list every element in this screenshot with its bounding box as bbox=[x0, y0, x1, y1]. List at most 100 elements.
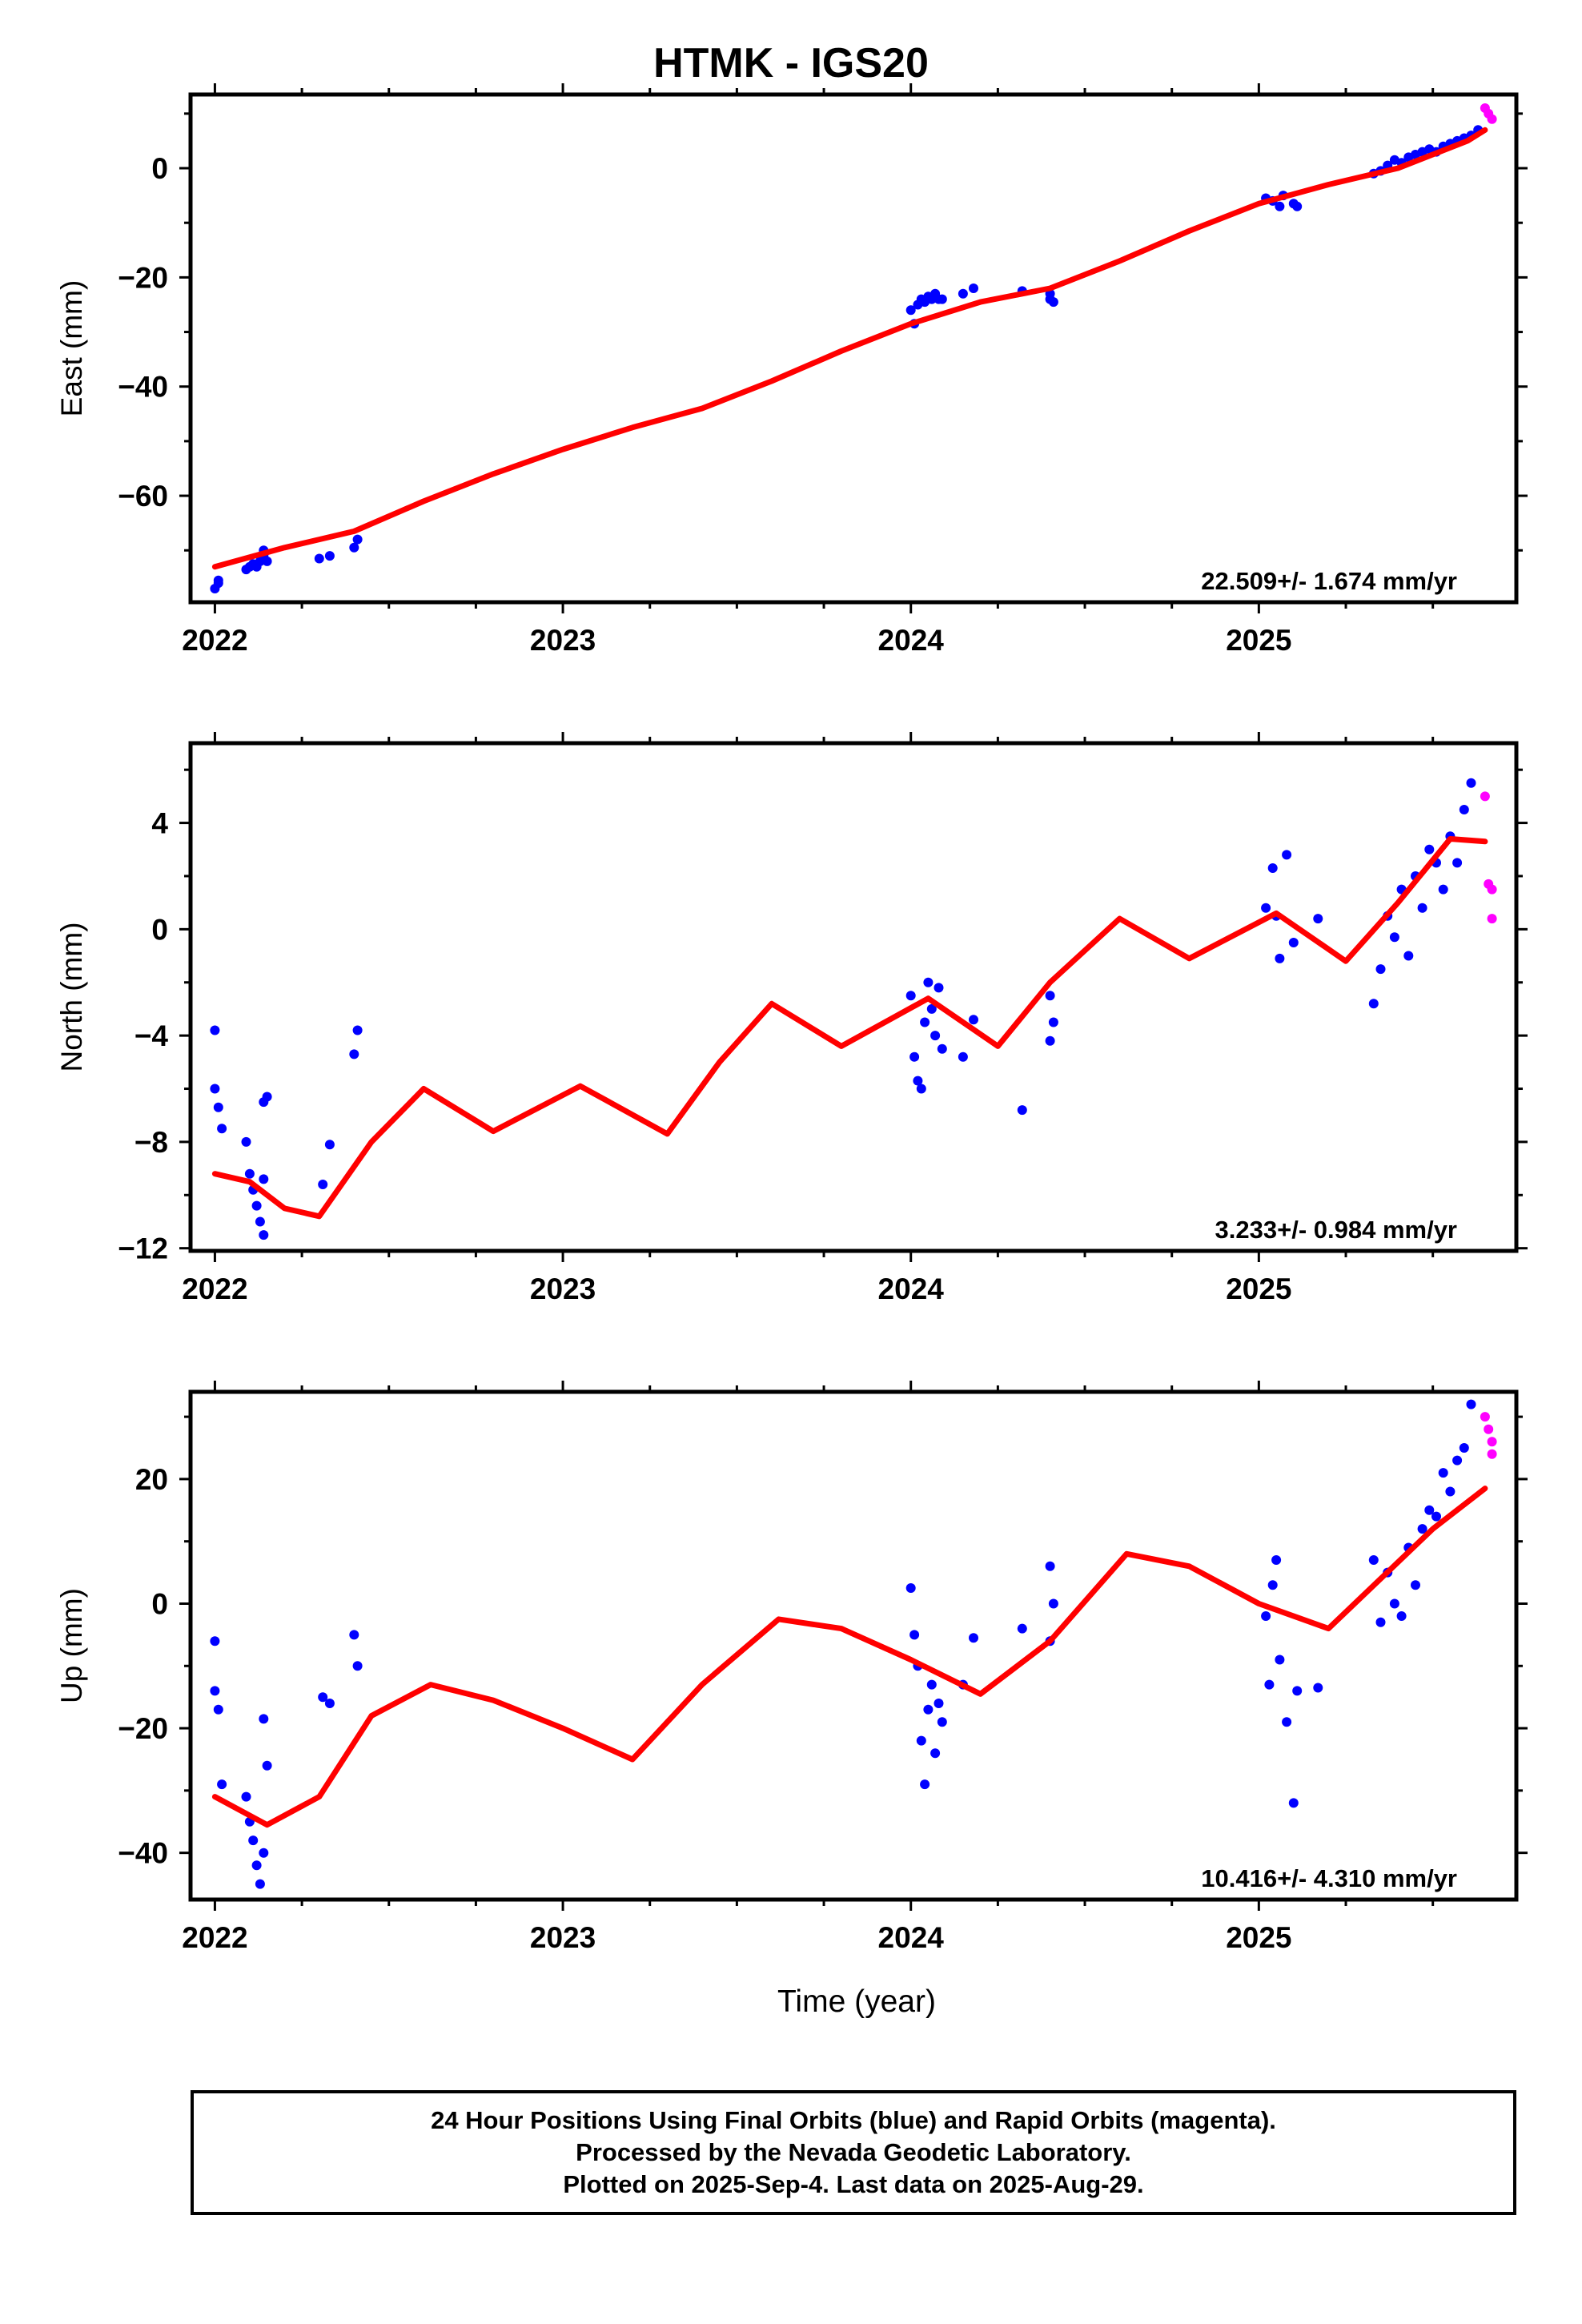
east-data-point bbox=[213, 575, 223, 585]
up-data-point bbox=[1417, 1524, 1427, 1534]
up-data-point bbox=[259, 1848, 269, 1858]
east-x-tick-label: 2023 bbox=[530, 624, 596, 657]
up-data-point bbox=[1045, 1561, 1055, 1571]
up-data-point bbox=[1282, 1717, 1292, 1727]
north-data-point bbox=[255, 1216, 265, 1227]
east-y-tick-label: −20 bbox=[118, 261, 168, 294]
caption-line-3: Plotted on 2025-Sep-4. Last data on 2025… bbox=[563, 2170, 1144, 2198]
north-y-tick-label: −8 bbox=[135, 1126, 168, 1159]
up-data-point bbox=[1375, 1617, 1386, 1627]
up-data-point bbox=[1048, 1598, 1058, 1609]
north-data-point bbox=[1403, 951, 1414, 961]
north-data-point bbox=[923, 977, 934, 987]
up-data-point bbox=[1267, 1580, 1278, 1590]
north-data-point bbox=[1048, 1017, 1058, 1027]
east-data-point bbox=[324, 551, 335, 561]
caption-line-2: Processed by the Nevada Geodetic Laborat… bbox=[576, 2138, 1131, 2166]
up-data-point bbox=[1484, 1424, 1494, 1434]
east-data-point bbox=[969, 283, 978, 293]
north-data-point bbox=[1389, 932, 1399, 943]
north-data-point bbox=[210, 1025, 220, 1035]
north-data-point bbox=[905, 991, 916, 1001]
up-data-point bbox=[213, 1704, 223, 1715]
up-data-point bbox=[1480, 1412, 1490, 1422]
north-data-point bbox=[1267, 863, 1278, 873]
up-data-point bbox=[1261, 1611, 1271, 1621]
up-y-axis-label: Up (mm) bbox=[55, 1588, 88, 1703]
north-data-point bbox=[958, 1051, 968, 1062]
up-model-fit-line bbox=[211, 1486, 1488, 1828]
up-data-point bbox=[1017, 1623, 1027, 1634]
up-data-point bbox=[1313, 1683, 1323, 1693]
caption-box: 24 Hour Positions Using Final Orbits (bl… bbox=[191, 2090, 1516, 2215]
east-data-point bbox=[349, 542, 359, 553]
up-data-point bbox=[1292, 1686, 1303, 1696]
up-data-point bbox=[262, 1760, 272, 1771]
up-data-point bbox=[352, 1661, 363, 1671]
east-data-point bbox=[1275, 201, 1285, 211]
north-data-point bbox=[969, 1015, 978, 1025]
east-final-orbits-points bbox=[210, 125, 1484, 593]
up-data-point bbox=[1389, 1598, 1399, 1609]
north-data-point bbox=[913, 1076, 923, 1086]
east-plot-frame bbox=[188, 92, 1519, 605]
up-final-orbits-points bbox=[210, 1399, 1476, 1889]
north-data-point bbox=[352, 1025, 363, 1035]
up-plot-frame bbox=[188, 1389, 1519, 1902]
up-data-point bbox=[1438, 1468, 1448, 1478]
up-data-point bbox=[909, 1630, 920, 1640]
up-data-point bbox=[937, 1717, 947, 1727]
north-data-point bbox=[349, 1049, 359, 1059]
north-data-point bbox=[930, 1031, 941, 1041]
east-rapid-orbits-points bbox=[1480, 103, 1497, 124]
up-data-point bbox=[930, 1748, 941, 1759]
up-data-point bbox=[1452, 1455, 1463, 1466]
north-data-point bbox=[241, 1136, 251, 1147]
up-x-tick-label: 2023 bbox=[530, 1921, 596, 1954]
up-data-point bbox=[1411, 1580, 1420, 1590]
north-data-point bbox=[926, 1003, 937, 1014]
north-data-point bbox=[916, 1084, 926, 1094]
east-data-point bbox=[314, 553, 324, 564]
north-data-point bbox=[1375, 964, 1386, 975]
up-y-tick-label: −20 bbox=[118, 1712, 168, 1745]
north-data-point bbox=[213, 1102, 223, 1112]
up-rate-label: 10.416+/- 4.310 mm/yr bbox=[1201, 1864, 1457, 1892]
up-data-point bbox=[923, 1704, 934, 1715]
north-data-point bbox=[1487, 914, 1497, 924]
up-data-point bbox=[1264, 1679, 1275, 1690]
figure-title: HTMK - IGS20 bbox=[653, 40, 929, 86]
north-data-point bbox=[1368, 999, 1379, 1009]
east-data-point bbox=[958, 288, 968, 299]
up-y-tick-label: −40 bbox=[118, 1837, 168, 1870]
up-data-point bbox=[251, 1860, 262, 1871]
caption-line-1: 24 Hour Positions Using Final Orbits (bl… bbox=[431, 2106, 1276, 2134]
north-data-point bbox=[259, 1174, 269, 1184]
north-data-point bbox=[262, 1092, 272, 1102]
north-data-point bbox=[1452, 858, 1463, 868]
up-data-point bbox=[324, 1699, 335, 1708]
north-y-tick-label: −12 bbox=[118, 1232, 168, 1265]
x-axis-label: Time (year) bbox=[777, 1984, 936, 2019]
north-data-point bbox=[324, 1140, 335, 1150]
north-data-point bbox=[934, 983, 944, 993]
north-x-tick-label: 2022 bbox=[182, 1273, 247, 1305]
north-data-point bbox=[1466, 778, 1476, 788]
up-data-point bbox=[1459, 1443, 1469, 1453]
north-y-tick-label: 0 bbox=[151, 913, 168, 946]
north-data-point bbox=[1045, 991, 1055, 1001]
north-model-fit-line bbox=[211, 836, 1488, 1220]
up-data-point bbox=[1431, 1511, 1441, 1522]
north-x-tick-label: 2023 bbox=[530, 1273, 596, 1305]
north-data-point bbox=[1288, 938, 1299, 947]
north-y-axis-label: North (mm) bbox=[55, 922, 88, 1072]
north-data-point bbox=[1487, 884, 1497, 895]
north-y-tick-label: 4 bbox=[151, 807, 168, 840]
north-data-point bbox=[920, 1017, 930, 1027]
up-data-point bbox=[1275, 1655, 1285, 1665]
up-data-point bbox=[1368, 1555, 1379, 1565]
north-data-point bbox=[210, 1084, 220, 1094]
north-data-point bbox=[937, 1043, 947, 1054]
up-data-point bbox=[916, 1735, 926, 1746]
north-data-point bbox=[1459, 805, 1469, 814]
